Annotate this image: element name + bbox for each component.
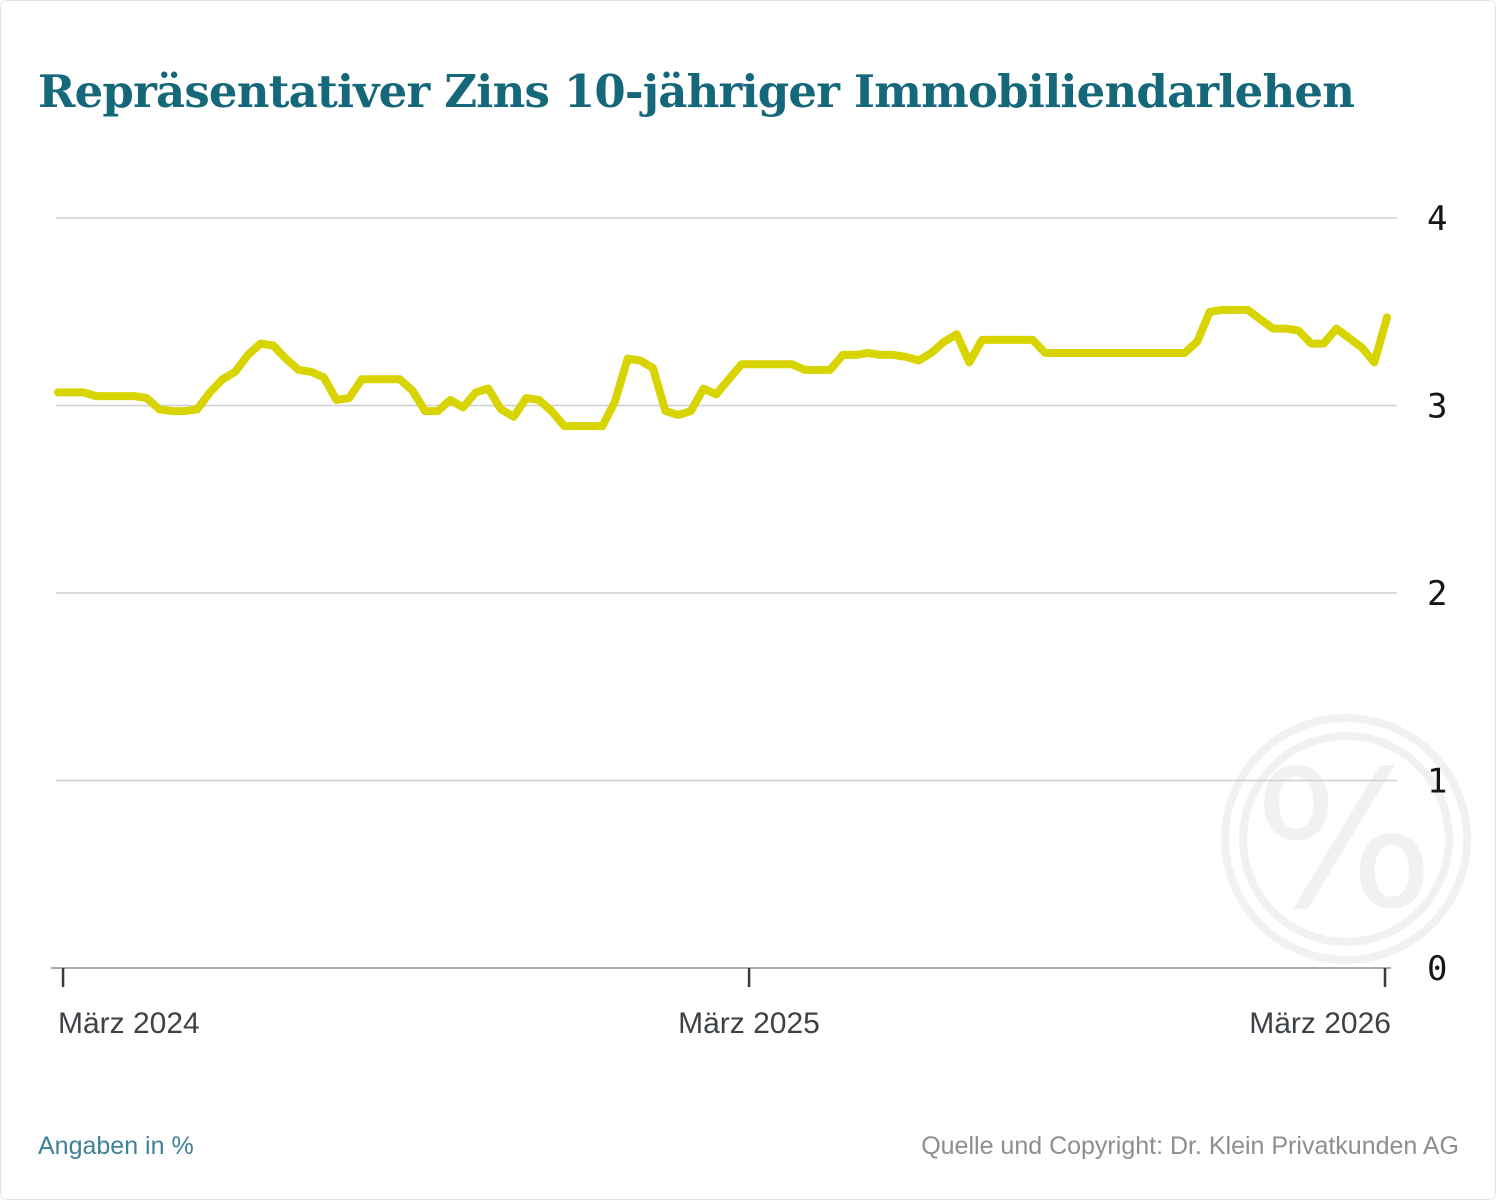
svg-text:2: 2 [1427, 574, 1447, 614]
svg-text:0: 0 [1427, 949, 1447, 989]
x-tick-label-maerz-2026: März 2026 [1249, 1007, 1391, 1040]
y-axis-labels: 4 3 2 1 0 [1427, 199, 1447, 989]
gridlines [56, 217, 1397, 782]
source-copyright: Quelle und Copyright: Dr. Klein Privatku… [921, 1132, 1459, 1160]
x-tick-label-maerz-2024: März 2024 [58, 1007, 200, 1040]
page-title: Repräsentativer Zins 10-jähriger Immobil… [38, 65, 1355, 118]
x-axis [51, 967, 1391, 987]
svg-text:1: 1 [1427, 762, 1447, 802]
svg-text:%: % [1254, 730, 1435, 951]
interest-rate-line [54, 305, 1391, 431]
percent-watermark-icon: % [1221, 714, 1471, 964]
svg-text:4: 4 [1427, 199, 1447, 239]
x-tick-label-maerz-2025: März 2025 [678, 1007, 820, 1040]
unit-note: Angaben in % [38, 1132, 194, 1160]
svg-text:3: 3 [1427, 387, 1447, 427]
